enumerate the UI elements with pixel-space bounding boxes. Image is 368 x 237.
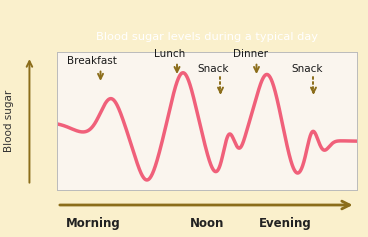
Text: Blood sugar: Blood sugar: [4, 90, 14, 152]
Text: Morning: Morning: [66, 217, 120, 230]
Text: Breakfast: Breakfast: [67, 56, 116, 66]
Text: Noon: Noon: [190, 217, 224, 230]
Text: Dinner: Dinner: [233, 49, 268, 59]
Text: Blood sugar levels during a typical day: Blood sugar levels during a typical day: [96, 32, 318, 42]
Text: Lunch: Lunch: [154, 49, 185, 59]
Text: Snack: Snack: [197, 64, 229, 74]
Text: Evening: Evening: [259, 217, 311, 230]
Text: Snack: Snack: [292, 64, 323, 74]
